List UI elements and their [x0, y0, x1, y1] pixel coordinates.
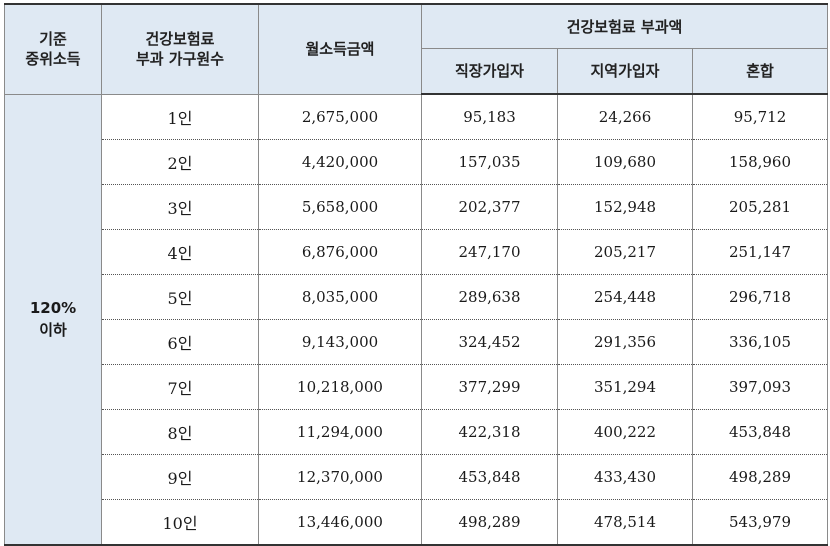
- table-row: 3인 5,658,000 202,377 152,948 205,281: [5, 184, 828, 230]
- employee-premium-cell: 157,035: [421, 139, 558, 185]
- employee-premium-cell: 453,848: [421, 454, 558, 500]
- monthly-income-cell: 9,143,000: [258, 319, 422, 365]
- regional-premium-cell: 433,430: [557, 454, 693, 500]
- employee-premium-cell: 422,318: [421, 409, 558, 455]
- employee-premium-cell: 247,170: [421, 229, 558, 275]
- mixed-premium-cell: 95,712: [692, 94, 828, 140]
- household-size-cell: 3인: [101, 184, 259, 230]
- header-mixed: 혼합: [692, 48, 828, 95]
- household-size-cell: 2인: [101, 139, 259, 185]
- table-row: 9인 12,370,000 453,848 433,430 498,289: [5, 454, 828, 500]
- household-size-cell: 9인: [101, 454, 259, 500]
- regional-premium-cell: 400,222: [557, 409, 693, 455]
- monthly-income-cell: 4,420,000: [258, 139, 422, 185]
- monthly-income-cell: 12,370,000: [258, 454, 422, 500]
- header-premium-group: 건강보험료 부과액: [421, 3, 828, 49]
- header-employee: 직장가입자: [421, 48, 558, 95]
- regional-premium-cell: 152,948: [557, 184, 693, 230]
- header-household-size-line2: 부과 가구원수: [135, 50, 225, 69]
- header-median-income-line1: 기준: [39, 30, 67, 49]
- median-income-group-cell: 120% 이하: [4, 94, 102, 546]
- group-label-line1: 120%: [29, 299, 77, 318]
- table-row: 4인 6,876,000 247,170 205,217 251,147: [5, 229, 828, 275]
- mixed-premium-cell: 453,848: [692, 409, 828, 455]
- monthly-income-cell: 11,294,000: [258, 409, 422, 455]
- household-size-cell: 1인: [101, 94, 259, 140]
- employee-premium-cell: 95,183: [421, 94, 558, 140]
- table-row: 6인 9,143,000 324,452 291,356 336,105: [5, 319, 828, 365]
- regional-premium-cell: 109,680: [557, 139, 693, 185]
- household-size-cell: 7인: [101, 364, 259, 410]
- table-row: 10인 13,446,000 498,289 478,514 543,979: [5, 499, 828, 546]
- monthly-income-cell: 2,675,000: [258, 94, 422, 140]
- employee-premium-cell: 202,377: [421, 184, 558, 230]
- table-body: 120% 이하 1인 2,675,000 95,183 24,266 95,712 2인 4,4…: [4, 94, 828, 546]
- household-size-cell: 8인: [101, 409, 259, 455]
- regional-premium-cell: 291,356: [557, 319, 693, 365]
- employee-premium-cell: 377,299: [421, 364, 558, 410]
- household-size-cell: 6인: [101, 319, 259, 365]
- monthly-income-cell: 10,218,000: [258, 364, 422, 410]
- header-household-size: 건강보험료 부과 가구원수: [101, 3, 259, 95]
- header-median-income: 기준 중위소득: [4, 3, 102, 95]
- mixed-premium-cell: 251,147: [692, 229, 828, 275]
- mixed-premium-cell: 205,281: [692, 184, 828, 230]
- household-size-cell: 10인: [101, 499, 259, 546]
- header-household-size-line1: 건강보험료: [145, 30, 215, 49]
- header-median-income-line2: 중위소득: [25, 50, 81, 69]
- employee-premium-cell: 498,289: [421, 499, 558, 546]
- regional-premium-cell: 351,294: [557, 364, 693, 410]
- mixed-premium-cell: 296,718: [692, 274, 828, 320]
- monthly-income-cell: 6,876,000: [258, 229, 422, 275]
- group-label-line2: 이하: [39, 321, 67, 340]
- table-row: 7인 10,218,000 377,299 351,294 397,093: [5, 364, 828, 410]
- monthly-income-cell: 5,658,000: [258, 184, 422, 230]
- regional-premium-cell: 478,514: [557, 499, 693, 546]
- table-row: 2인 4,420,000 157,035 109,680 158,960: [5, 139, 828, 185]
- mixed-premium-cell: 158,960: [692, 139, 828, 185]
- household-size-cell: 5인: [101, 274, 259, 320]
- premium-table: 기준 중위소득 건강보험료 부과 가구원수 월소득금액 건강보험료 부과액 직장…: [4, 3, 828, 546]
- table-row: 120% 이하 1인 2,675,000 95,183 24,266 95,712: [4, 94, 828, 546]
- monthly-income-cell: 8,035,000: [258, 274, 422, 320]
- monthly-income-cell: 13,446,000: [258, 499, 422, 546]
- header-regional: 지역가입자: [557, 48, 693, 95]
- household-size-cell: 4인: [101, 229, 259, 275]
- regional-premium-cell: 205,217: [557, 229, 693, 275]
- mixed-premium-cell: 498,289: [692, 454, 828, 500]
- regional-premium-cell: 254,448: [557, 274, 693, 320]
- employee-premium-cell: 289,638: [421, 274, 558, 320]
- regional-premium-cell: 24,266: [557, 94, 693, 140]
- table-row: 8인 11,294,000 422,318 400,222 453,848: [5, 409, 828, 455]
- table-row: 5인 8,035,000 289,638 254,448 296,718: [5, 274, 828, 320]
- mixed-premium-cell: 543,979: [692, 499, 828, 546]
- employee-premium-cell: 324,452: [421, 319, 558, 365]
- mixed-premium-cell: 397,093: [692, 364, 828, 410]
- mixed-premium-cell: 336,105: [692, 319, 828, 365]
- header-monthly-income: 월소득금액: [258, 3, 422, 95]
